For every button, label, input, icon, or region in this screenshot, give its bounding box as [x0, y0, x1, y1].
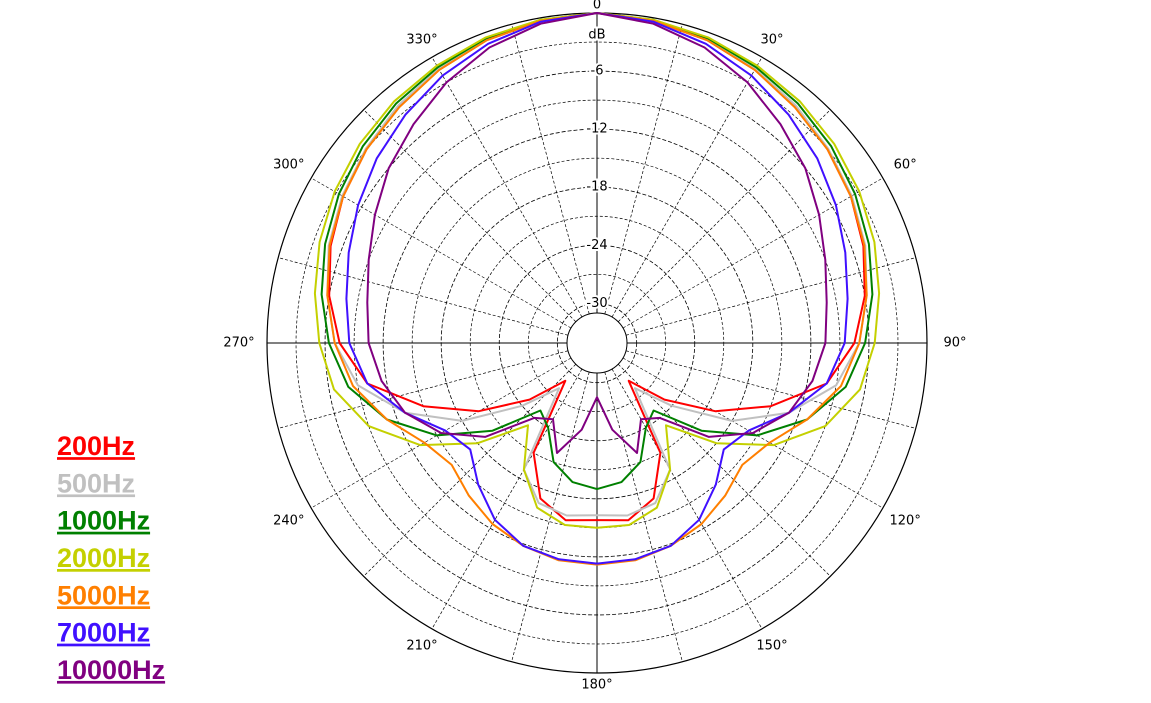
series-line — [345, 12, 849, 565]
legend-entry[interactable]: 500Hz — [57, 468, 135, 498]
r-tick-label: 0 — [593, 0, 601, 13]
theta-tick-label: 30° — [760, 32, 783, 47]
series-line — [366, 12, 828, 454]
legend-entry[interactable]: 10000Hz — [57, 655, 165, 685]
spoke-grid — [278, 350, 569, 429]
r-tick-label: -24 — [586, 238, 607, 253]
inner-circle — [566, 312, 628, 374]
theta-tick-label: 180° — [581, 678, 612, 693]
theta-tick-label: 330° — [406, 32, 437, 47]
theta-tick-label: 120° — [890, 513, 921, 528]
theta-tick-label: 300° — [273, 158, 304, 173]
theta-tick-label: 60° — [894, 158, 917, 173]
spoke-grid — [363, 109, 577, 323]
r-tick-label: -12 — [586, 122, 607, 137]
series-line — [326, 12, 868, 517]
theta-tick-label: 210° — [406, 639, 437, 654]
spoke-grid — [431, 57, 583, 318]
spoke-grid — [604, 371, 683, 662]
spoke-grid — [363, 363, 577, 577]
legend-entry[interactable]: 7000Hz — [57, 618, 150, 648]
spoke-grid — [511, 371, 590, 662]
labels: 0 -6 -12 -18 -24 -30 30° 60° 90° 120° 150° 180° 210°… — [221, 0, 968, 695]
series-line — [313, 12, 881, 529]
theta-tick-label: 240° — [273, 513, 304, 528]
legend-entry[interactable]: 1000Hz — [57, 506, 150, 536]
spoke-grid — [625, 350, 916, 429]
r-tick-label: -18 — [586, 180, 607, 195]
r-axis-label: dB — [588, 28, 605, 43]
legend-entry[interactable]: 2000Hz — [57, 543, 150, 573]
legend: 200Hz 500Hz 1000Hz 2000Hz 5000Hz 7000Hz 10000H… — [57, 431, 165, 685]
spoke-grid — [611, 57, 763, 318]
legend-entry[interactable]: 200Hz — [57, 431, 135, 461]
theta-tick-label: 90° — [943, 336, 966, 351]
legend-entry[interactable]: 5000Hz — [57, 580, 150, 610]
spoke-grid — [622, 177, 883, 329]
spoke-grid — [431, 368, 583, 629]
spoke-grid — [511, 24, 590, 315]
spoke-grid — [617, 109, 831, 323]
spoke-grid — [611, 368, 763, 629]
r-tick-label: -6 — [591, 64, 604, 79]
spoke-grid — [311, 177, 572, 329]
spoke-grid — [625, 257, 916, 336]
spoke-grid — [604, 24, 683, 315]
spoke-grid — [278, 257, 569, 336]
curves — [313, 12, 881, 566]
spoke-grid — [617, 363, 831, 577]
grid — [266, 12, 928, 674]
theta-tick-label: 270° — [223, 336, 254, 351]
theta-tick-label: 150° — [756, 639, 787, 654]
series-line — [320, 12, 874, 491]
r-tick-label: -30 — [586, 296, 607, 311]
